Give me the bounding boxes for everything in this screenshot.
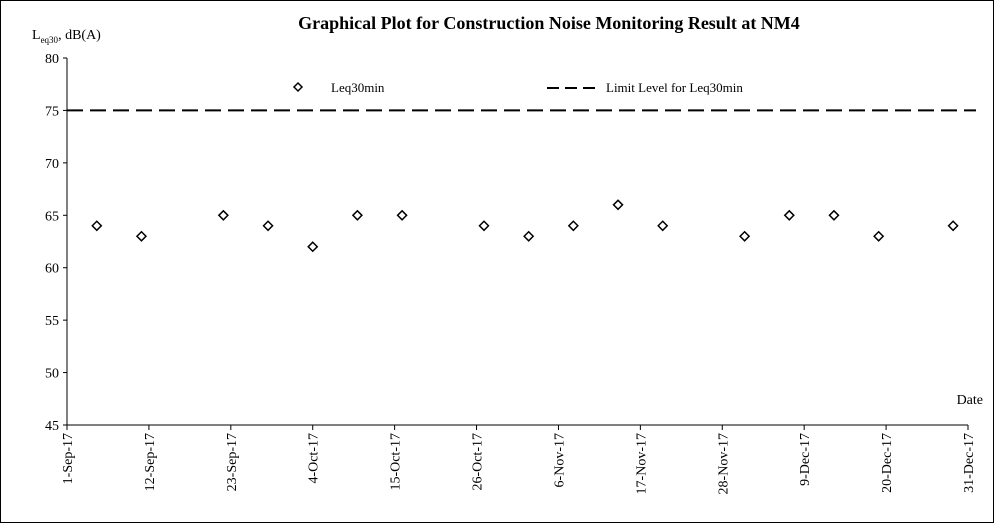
x-tick-label: 31-Dec-17 [962,433,977,493]
y-tick-label: 55 [45,314,59,329]
y-tick-label: 60 [45,262,59,277]
y-tick-label: 70 [45,157,59,172]
axes: 45 50 55 60 65 70 75 80 1-Sep-17 12-Sep-17 23-Sep-… [45,52,977,494]
y-tick-label: 65 [45,209,59,224]
data-point-diamond [739,230,751,242]
x-tick-label: 26-Oct-17 [471,433,486,491]
y-axis-label: Leq30, dB(A) [32,28,101,45]
chart-title: Graphical Plot for Construction Noise Mo… [298,13,800,33]
y-tick-label: 45 [45,419,59,434]
data-point-diamond [567,220,579,232]
data-point-diamond [873,230,885,242]
data-point-diamond [612,199,624,211]
x-axis-label: Date [957,393,983,408]
data-point-diamond [262,220,274,232]
data-point-diamond [351,209,363,221]
x-tick-label: 12-Sep-17 [143,433,158,491]
legend-diamond-marker [292,81,304,93]
data-point-diamond [828,209,840,221]
x-tick-label: 6-Nov-17 [552,433,567,487]
x-tick-label: 9-Dec-17 [798,433,813,486]
data-points [91,199,959,253]
data-point-diamond [135,230,148,242]
legend-label-limit: Limit Level for Leq30min [606,80,743,95]
legend: Leq30min Limit Level for Leq30min [292,80,743,95]
data-point-diamond [783,209,795,221]
x-tick-label: 4-Oct-17 [307,433,322,484]
x-tick-label: 17-Nov-17 [634,433,649,494]
data-point-diamond [91,220,103,232]
data-point-diamond [947,220,959,232]
legend-label-leq30min: Leq30min [331,80,385,95]
data-point-diamond [217,209,229,221]
data-point-diamond [478,220,490,232]
data-point-diamond [307,241,319,253]
x-tick-label: 28-Nov-17 [716,433,731,494]
x-tick-label: 1-Sep-17 [61,433,76,484]
data-point-diamond [657,220,669,232]
data-point-diamond [523,230,535,242]
y-tick-label: 80 [45,52,59,67]
x-tick-label: 20-Dec-17 [880,433,895,493]
x-tick-label: 15-Oct-17 [389,433,404,491]
y-tick-label: 50 [45,367,59,382]
y-tick-label: 75 [45,104,59,119]
data-point-diamond [396,209,408,221]
x-tick-label: 23-Sep-17 [225,433,240,491]
